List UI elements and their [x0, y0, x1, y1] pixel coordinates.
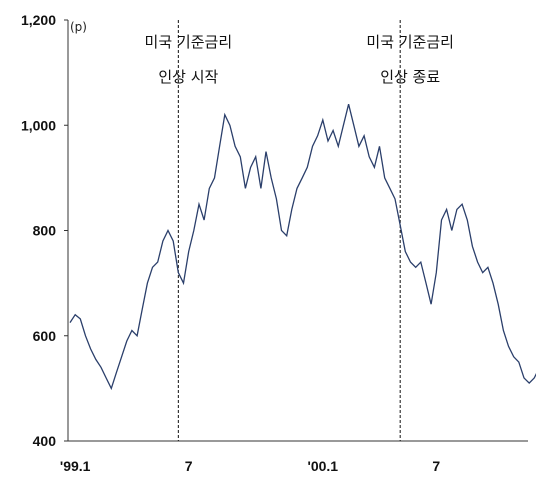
y-tick-label: 400 [33, 433, 57, 449]
y-tick-label: 1,200 [21, 12, 56, 28]
marker-annotation: 미국 기준금리 [366, 33, 454, 51]
x-tick-label: 7 [185, 458, 193, 474]
x-tick-label: '99.1 [60, 458, 91, 474]
y-unit-label: (p) [70, 20, 87, 34]
axes [67, 20, 528, 442]
y-tick-label: 800 [33, 223, 57, 239]
marker-annotation: 인상 종료 [380, 68, 440, 86]
index-line [69, 104, 536, 391]
y-tick-label: 1,000 [21, 117, 56, 133]
x-tick-label: '00.1 [308, 458, 339, 474]
x-tick-label: 7 [432, 458, 440, 474]
marker-annotation: 미국 기준금리 [145, 33, 233, 51]
x-axis-ticks: '99.1 7 '00.1 7 [60, 458, 441, 474]
y-axis-ticks: 1,200 1,000 800 600 400 [21, 12, 68, 449]
marker-annotation: 인상 시작 [158, 68, 218, 86]
y-tick-label: 600 [33, 328, 57, 344]
